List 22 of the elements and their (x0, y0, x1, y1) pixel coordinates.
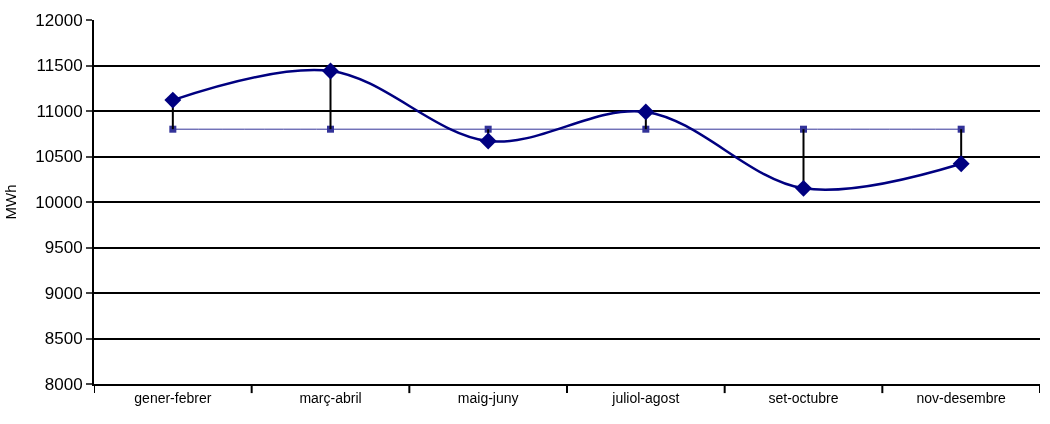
y-tick-label: 11000 (36, 101, 83, 121)
y-tick-label: 9500 (44, 238, 83, 258)
y-tick-label: 8500 (44, 329, 83, 349)
x-tick-label: nov-desembre (916, 389, 1007, 406)
point (952, 155, 970, 173)
y-tick-label: 9000 (44, 283, 83, 303)
x-tick-label: gener-febrer (134, 389, 212, 406)
x-tick-label: set-octubre (768, 389, 839, 406)
y-tick-label: 8000 (44, 374, 83, 394)
y-axis-title: MWh (2, 184, 20, 220)
point (322, 62, 339, 80)
point (479, 132, 497, 150)
y-tick-label: 11500 (36, 56, 83, 76)
x-tick-label: març-abril (299, 389, 362, 406)
x-tick-label: maig-juny (457, 389, 519, 406)
point (795, 179, 812, 197)
y-tick-label: 12000 (35, 10, 83, 30)
x-tick-label: juliol-agost (611, 389, 680, 406)
point (164, 91, 182, 109)
y-tick-label: 10000 (35, 192, 83, 212)
point (637, 103, 655, 121)
y-tick-label: 10500 (35, 147, 83, 167)
